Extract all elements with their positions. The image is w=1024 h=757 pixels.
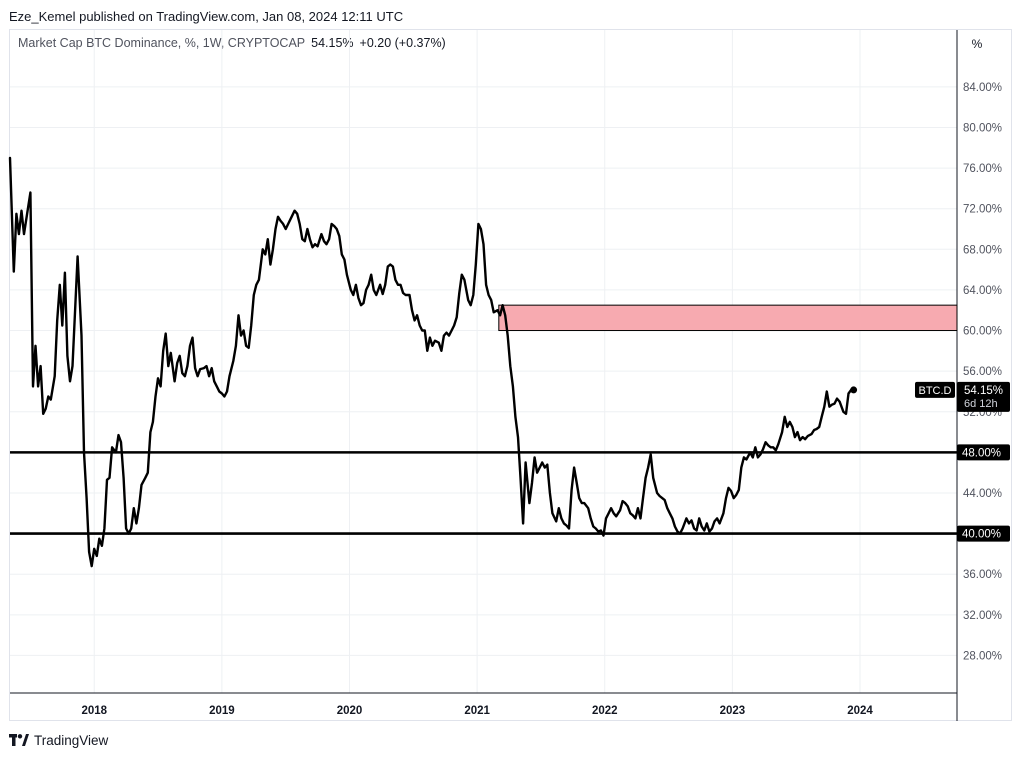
publisher-credit: Eze_Kemel published on TradingView.com, … bbox=[9, 9, 404, 24]
symbol-label-bg bbox=[915, 381, 955, 398]
tradingview-logo-icon bbox=[9, 734, 29, 746]
legend-change: +0.20 (+0.37%) bbox=[359, 36, 446, 50]
scale-unit-button[interactable]: % bbox=[971, 37, 983, 51]
legend-title: Market Cap BTC Dominance, %, 1W, CRYPTOC… bbox=[18, 36, 306, 50]
chart-frame bbox=[9, 29, 1012, 721]
x-tick-label: 2022 bbox=[592, 705, 618, 717]
x-tick-label: 2024 bbox=[847, 705, 873, 717]
y-tick-label: 36.00% bbox=[963, 569, 1002, 581]
legend-value: 54.15% bbox=[311, 36, 354, 50]
footer-brand: TradingView bbox=[34, 732, 109, 748]
y-tick-label: 80.00% bbox=[963, 122, 1002, 134]
resistance-zone[interactable] bbox=[498, 304, 958, 332]
y-tick-label: 84.00% bbox=[963, 82, 1002, 94]
y-tick-label: 76.00% bbox=[963, 163, 1002, 175]
y-tick-label: 60.00% bbox=[963, 326, 1002, 338]
y-tick-label: 28.00% bbox=[963, 650, 1002, 662]
x-tick-label: 2021 bbox=[464, 705, 490, 717]
tradingview-logo: TradingView bbox=[9, 731, 108, 749]
series-legend[interactable]: Market Cap BTC Dominance, %, 1W, CRYPTOC… bbox=[18, 36, 446, 50]
y-tick-label: 56.00% bbox=[963, 366, 1002, 378]
bar-countdown-label: 6d 12h bbox=[964, 398, 998, 410]
level-price-label: 48.00% bbox=[962, 447, 1001, 459]
series-line[interactable] bbox=[8, 156, 855, 568]
y-tick-label: 64.00% bbox=[963, 285, 1002, 297]
y-tick-label: 32.00% bbox=[963, 610, 1002, 622]
x-tick-label: 2018 bbox=[81, 705, 107, 717]
x-tick-label: 2020 bbox=[337, 705, 363, 717]
last-value-label-bg bbox=[957, 381, 1010, 412]
x-tick-label: 2019 bbox=[209, 705, 235, 717]
symbol-label: BTC.D bbox=[919, 385, 952, 397]
y-tick-label: 68.00% bbox=[963, 244, 1002, 256]
y-tick-label: 72.00% bbox=[963, 204, 1002, 216]
last-value-label: 54.15% bbox=[964, 385, 1003, 397]
level-price-label-bg bbox=[957, 444, 1010, 461]
level-price-label: 40.00% bbox=[962, 529, 1001, 541]
x-tick-label: 2023 bbox=[720, 705, 746, 717]
level-price-label-bg bbox=[957, 525, 1010, 542]
y-tick-label: 44.00% bbox=[963, 488, 1002, 500]
last-point-marker bbox=[850, 386, 858, 394]
